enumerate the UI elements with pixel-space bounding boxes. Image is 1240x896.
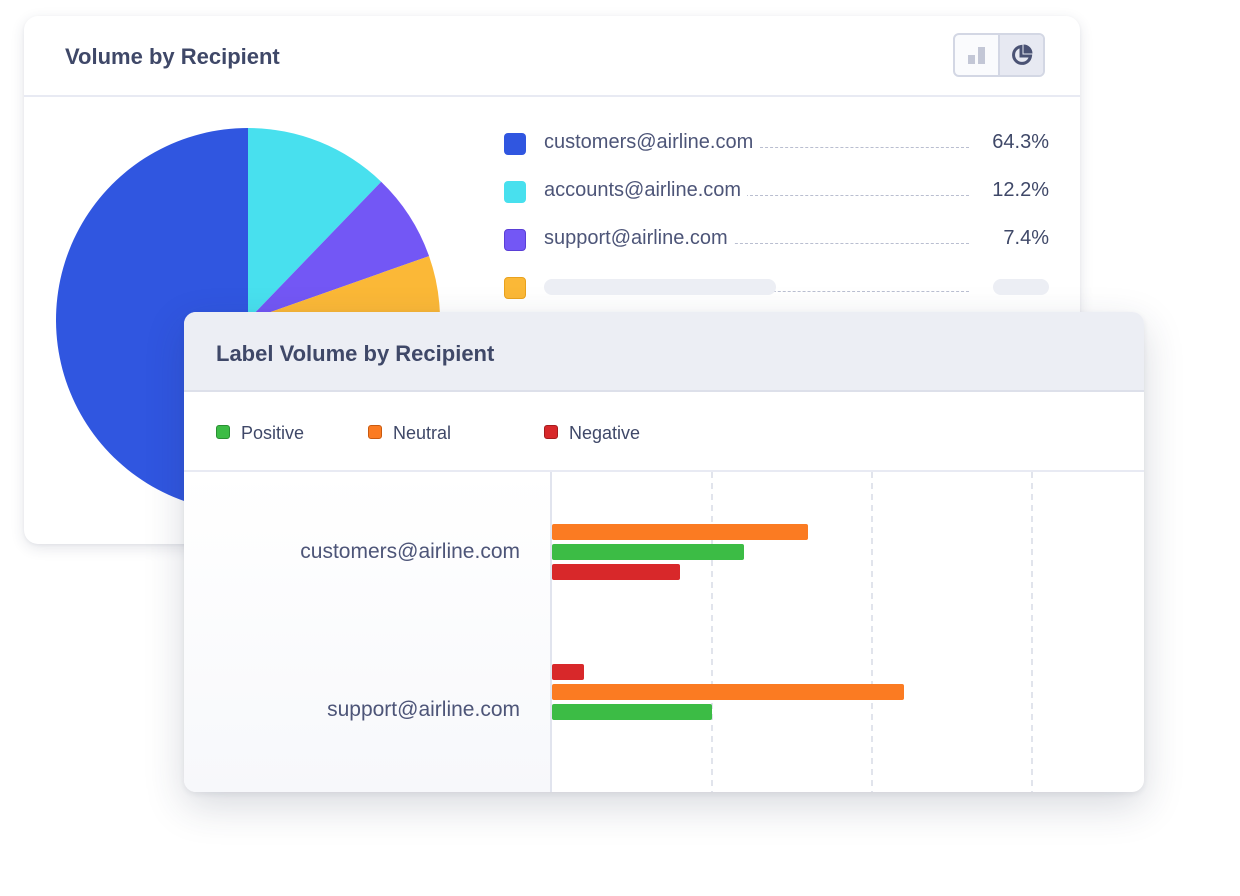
bar-positive-support	[552, 704, 712, 720]
pie-chart-toggle-button[interactable]	[998, 35, 1043, 75]
bar-positive-customers	[552, 544, 744, 560]
pie-slice-support	[248, 181, 430, 320]
chart-type-toggle[interactable]	[953, 33, 1045, 77]
legend-swatch	[504, 277, 526, 299]
legend-label: Positive	[241, 423, 305, 443]
legend-label: accounts@airline.com	[544, 179, 748, 202]
legend-label: Neutral	[393, 423, 452, 443]
bar-neutral-customers	[552, 524, 808, 540]
placeholder-value-skeleton	[993, 279, 1049, 295]
legend-item-accounts: accounts@airline.com 12.2%	[504, 178, 1049, 206]
category-label-support: support@airline.com	[327, 698, 520, 721]
leader-dots	[544, 195, 969, 196]
pie-chart-icon	[1011, 44, 1032, 65]
card-title: Label Volume by Recipient	[216, 341, 495, 366]
bar-negative-customers	[552, 564, 680, 580]
legend-value: 7.4%	[991, 227, 1049, 250]
category-axis: customers@airline.com support@airline.co…	[184, 472, 552, 792]
legend-item-support: support@airline.com 7.4%	[504, 226, 1049, 254]
legend-swatch	[544, 425, 558, 439]
leader-dots	[758, 291, 969, 292]
legend-label: support@airline.com	[544, 227, 734, 250]
legend-item-placeholder	[504, 274, 1049, 302]
legend-value: 64.3%	[980, 131, 1049, 154]
label-volume-bar-chart	[552, 472, 1033, 792]
category-label-customers: customers@airline.com	[300, 540, 520, 563]
legend-label: Negative	[569, 423, 641, 443]
card-header: Label Volume by Recipient	[184, 312, 1144, 392]
legend-swatch	[368, 425, 382, 439]
legend-swatch	[504, 181, 526, 203]
legend-value: 12.2%	[980, 179, 1049, 202]
legend-swatch	[504, 133, 526, 155]
sentiment-legend: Positive Neutral Negative	[184, 392, 1144, 472]
leader-dots	[544, 243, 969, 244]
bar-chart-icon	[967, 47, 985, 64]
legend-swatch	[216, 425, 230, 439]
card-title: Volume by Recipient	[65, 44, 280, 69]
legend-label: customers@airline.com	[544, 131, 760, 154]
pie-slice-accounts	[248, 128, 382, 320]
placeholder-label-skeleton	[544, 279, 776, 295]
bar-negative-support	[552, 664, 584, 680]
legend-item-customers: customers@airline.com 64.3%	[504, 130, 1049, 158]
label-volume-card: Label Volume by Recipient Positive Neutr…	[184, 312, 1144, 792]
card-header: Volume by Recipient	[24, 16, 1080, 97]
bar-neutral-support	[552, 684, 904, 700]
legend-swatch	[504, 229, 526, 251]
bar-chart-toggle-button[interactable]	[955, 35, 998, 75]
